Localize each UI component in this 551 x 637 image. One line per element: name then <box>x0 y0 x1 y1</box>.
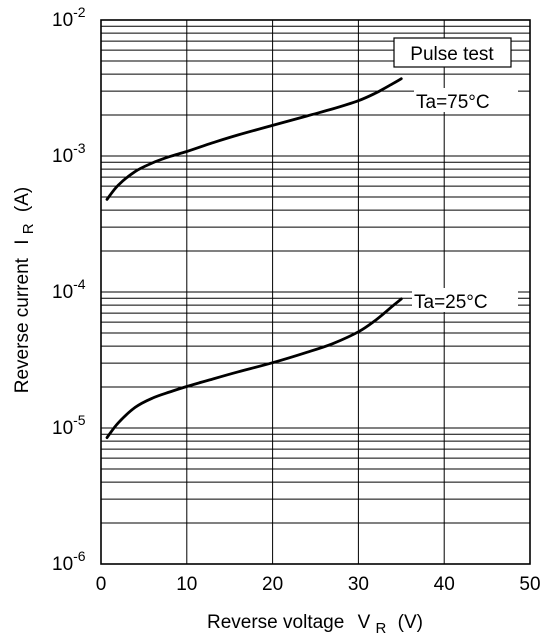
x-axis-title-text: Reverse voltage <box>207 612 344 633</box>
y-axis-symbol: I <box>12 240 33 245</box>
y-axis-title: Reverse current I R (A) <box>12 187 38 393</box>
y-axis-unit: (A) <box>12 187 33 212</box>
y-axis-title-text: Reverse current <box>12 257 33 393</box>
y-tick-label: 10-4 <box>52 276 86 303</box>
series-label-bg-75 <box>414 88 518 112</box>
pulse-test-text: Pulse test <box>410 44 494 65</box>
tick-labels: 0 10 20 30 40 50 10-6 10-5 10-4 10-3 10-2 <box>52 4 541 595</box>
series-label-bg-25 <box>412 288 518 312</box>
x-axis-subscript: R <box>376 620 387 637</box>
series-label-25c: Ta=25°C <box>414 292 488 313</box>
y-tick-label: 10-3 <box>52 140 86 167</box>
x-tick-label: 30 <box>348 574 369 595</box>
pulse-test-box <box>393 37 512 68</box>
y-tick-label: 10-6 <box>52 548 86 575</box>
series-label-75c: Ta=75°C <box>416 92 490 113</box>
series-line-1 <box>105 297 403 439</box>
x-axis-unit: (V) <box>398 612 423 633</box>
x-axis-title: Reverse voltage V R (V) <box>207 612 423 637</box>
x-axis-symbol: V <box>358 612 371 633</box>
x-tick-label: 50 <box>519 574 540 595</box>
x-tick-label: 40 <box>434 574 455 595</box>
pulse-test-legend: Pulse test <box>393 37 512 68</box>
y-axis-subscript: R <box>20 223 37 234</box>
y-tick-label: 10-5 <box>52 412 86 439</box>
plot-frame <box>100 19 531 565</box>
y-tick-label: 10-2 <box>52 4 86 31</box>
x-tick-label: 20 <box>262 574 283 595</box>
grid-layer <box>100 20 531 565</box>
series-line-0 <box>105 77 403 201</box>
curve-layer <box>105 77 403 439</box>
x-tick-label: 0 <box>96 574 107 595</box>
x-tick-label: 10 <box>176 574 197 595</box>
